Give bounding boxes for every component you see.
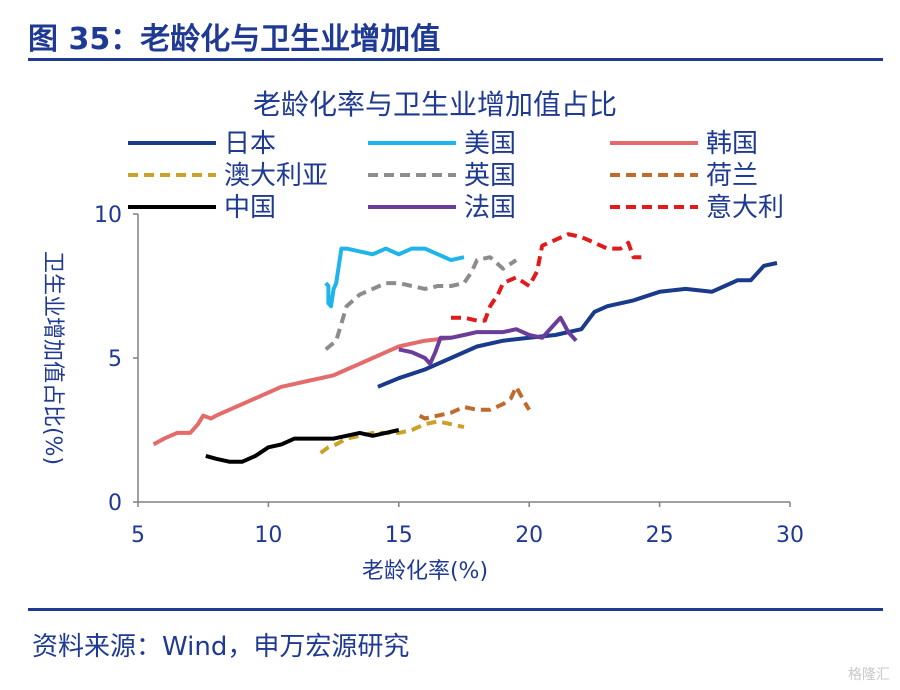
series-line-7 — [398, 315, 578, 366]
bottom-rule — [28, 608, 883, 611]
y-tick-label: 0 — [108, 491, 122, 516]
y-tick-label: 5 — [108, 347, 122, 372]
figure-title: 图 35：老龄化与卫生业增加值 — [28, 22, 441, 57]
series-line-8 — [451, 232, 642, 323]
series-line-4 — [324, 255, 518, 351]
x-tick-label: 15 — [385, 523, 413, 548]
series-line-0 — [377, 261, 778, 389]
x-tick-label: 5 — [131, 523, 145, 548]
x-tick-label: 30 — [776, 523, 804, 548]
x-axis-label: 老龄化率(%) — [362, 559, 488, 584]
series-line-6 — [205, 428, 400, 464]
legend-label-2: 韩国 — [706, 129, 758, 159]
chart-title: 老龄化率与卫生业增加值占比 — [253, 88, 617, 121]
series-line-5 — [418, 384, 531, 421]
y-tick-label: 10 — [94, 203, 122, 228]
chart-plot-area — [152, 232, 778, 464]
legend-label-3: 澳大利亚 — [224, 161, 328, 191]
x-tick-label: 10 — [254, 523, 282, 548]
watermark: 格隆汇 — [848, 667, 890, 683]
series-line-1 — [324, 246, 465, 309]
legend-label-4: 英国 — [464, 161, 516, 191]
legend-label-0: 日本 — [224, 129, 276, 159]
legend-label-5: 荷兰 — [706, 161, 758, 191]
top-rule — [28, 58, 883, 61]
legend-label-6: 中国 — [224, 193, 276, 223]
source-note: 资料来源：Wind，申万宏源研究 — [32, 632, 410, 662]
legend-label-1: 美国 — [464, 129, 516, 159]
legend-label-8: 意大利 — [706, 193, 784, 223]
x-tick-label: 25 — [646, 523, 674, 548]
legend-label-7: 法国 — [464, 193, 516, 223]
x-tick-label: 20 — [515, 523, 543, 548]
y-axis-label: 卫生业增加值占比(%) — [40, 251, 65, 465]
series-line-2 — [152, 335, 452, 447]
